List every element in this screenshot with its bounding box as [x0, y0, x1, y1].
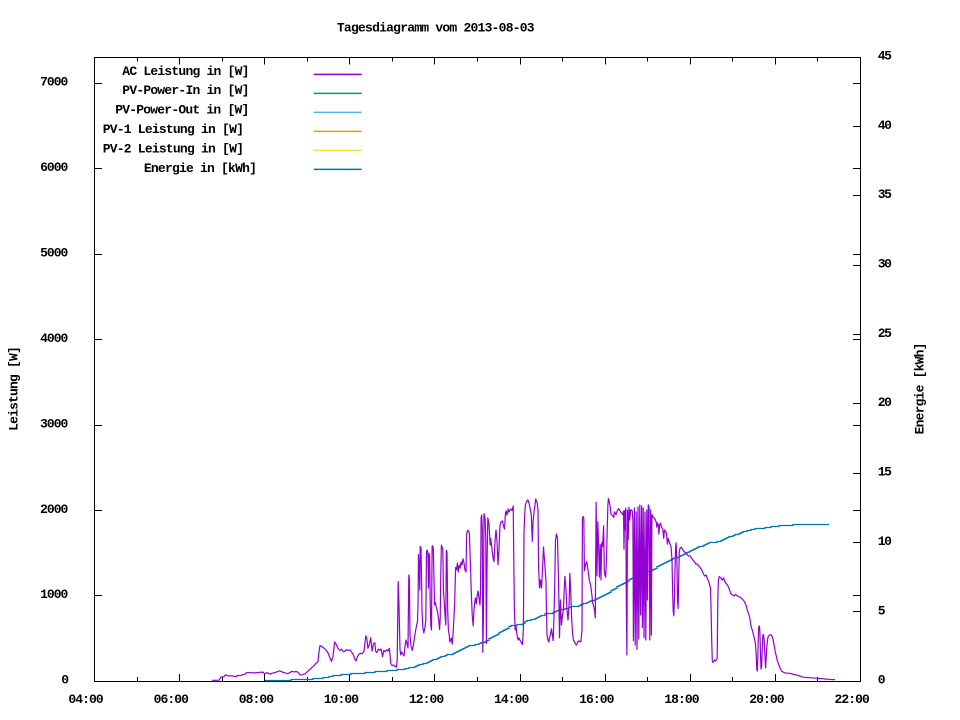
svg-text:08:00: 08:00: [239, 692, 274, 707]
svg-text:0: 0: [61, 673, 69, 688]
svg-text:PV-Power-Out in [W]: PV-Power-Out in [W]: [115, 103, 249, 118]
svg-text:0: 0: [878, 673, 886, 688]
svg-text:AC Leistung in [W]: AC Leistung in [W]: [122, 64, 249, 79]
svg-text:4000: 4000: [40, 331, 68, 346]
svg-text:12:00: 12:00: [409, 692, 444, 707]
svg-text:10:00: 10:00: [324, 692, 359, 707]
svg-text:3000: 3000: [40, 416, 68, 431]
svg-text:6000: 6000: [40, 160, 68, 175]
svg-text:PV-1 Leistung in [W]: PV-1 Leistung in [W]: [103, 122, 244, 137]
svg-text:45: 45: [878, 49, 892, 64]
svg-text:Energie in [kWh]: Energie in [kWh]: [144, 161, 257, 176]
svg-text:04:00: 04:00: [68, 692, 103, 707]
svg-text:20:00: 20:00: [749, 692, 784, 707]
svg-text:Leistung [W]: Leistung [W]: [6, 346, 21, 431]
svg-text:25: 25: [878, 326, 892, 341]
svg-text:5000: 5000: [40, 245, 68, 260]
svg-text:35: 35: [878, 187, 892, 202]
svg-text:10: 10: [878, 534, 892, 549]
svg-text:30: 30: [878, 257, 892, 272]
svg-text:15: 15: [878, 465, 892, 480]
svg-text:06:00: 06:00: [154, 692, 189, 707]
svg-text:16:00: 16:00: [579, 692, 614, 707]
svg-text:18:00: 18:00: [664, 692, 699, 707]
svg-text:Energie [kWh]: Energie [kWh]: [912, 343, 927, 435]
svg-text:7000: 7000: [40, 75, 68, 90]
svg-text:2000: 2000: [40, 502, 68, 517]
svg-text:40: 40: [878, 118, 892, 133]
svg-text:PV-Power-In in [W]: PV-Power-In in [W]: [122, 83, 249, 98]
svg-text:20: 20: [878, 395, 892, 410]
svg-text:14:00: 14:00: [494, 692, 529, 707]
svg-text:22:00: 22:00: [835, 692, 870, 707]
svg-text:Tagesdiagramm vom 2013-08-03: Tagesdiagramm vom 2013-08-03: [337, 21, 535, 36]
svg-text:PV-2 Leistung in [W]: PV-2 Leistung in [W]: [103, 141, 244, 156]
svg-text:5: 5: [878, 603, 886, 618]
svg-text:1000: 1000: [40, 587, 68, 602]
